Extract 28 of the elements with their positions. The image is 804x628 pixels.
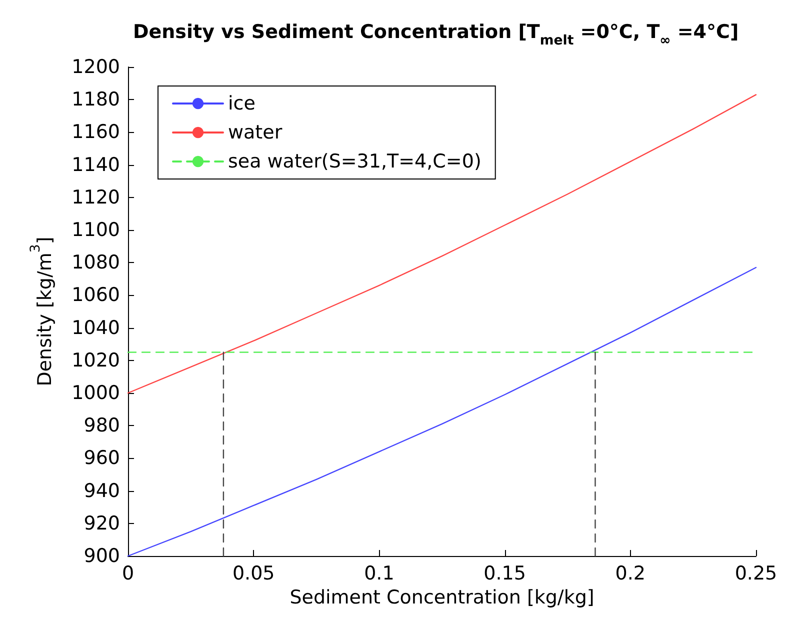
y-tick-label: 900	[84, 545, 120, 567]
y-tick-label: 1000	[72, 382, 120, 404]
x-tick-label: 0.2	[615, 562, 646, 584]
x-tick-label: 0.15	[484, 562, 526, 584]
legend-label: ice	[228, 92, 256, 114]
line-series	[127, 94, 757, 394]
y-tick-label: 920	[84, 512, 120, 534]
y-tick-label: 940	[84, 480, 120, 502]
x-tick-label: 0.1	[364, 562, 394, 584]
y-tick-label: 1140	[72, 154, 120, 176]
y-tick-label: 1020	[72, 349, 120, 372]
y-tick-label: 1120	[72, 186, 120, 208]
x-axis-title: Sediment Concentration [kg/kg]	[290, 586, 594, 608]
y-tick-label: 1180	[72, 88, 120, 111]
y-tick-label: 980	[84, 414, 120, 437]
x-tick-label: 0.05	[232, 562, 275, 584]
legend-label: sea water(S=31,T=4,C=0)	[228, 150, 482, 172]
y-tick-label: 1080	[72, 252, 120, 274]
x-tick-label: 0	[122, 562, 134, 584]
y-tick-label: 1100	[72, 219, 120, 241]
y-tick-label: 1200	[72, 56, 120, 78]
y-tick-label: 1060	[72, 284, 120, 306]
y-tick-label: 960	[84, 447, 120, 470]
x-tick-label: 0.25	[734, 562, 778, 584]
y-tick-label: 1040	[72, 316, 120, 339]
legend-label: water	[228, 122, 282, 144]
y-axis-title: Density [kg/m3]	[28, 236, 56, 386]
y-tick-label: 1160	[72, 121, 120, 144]
